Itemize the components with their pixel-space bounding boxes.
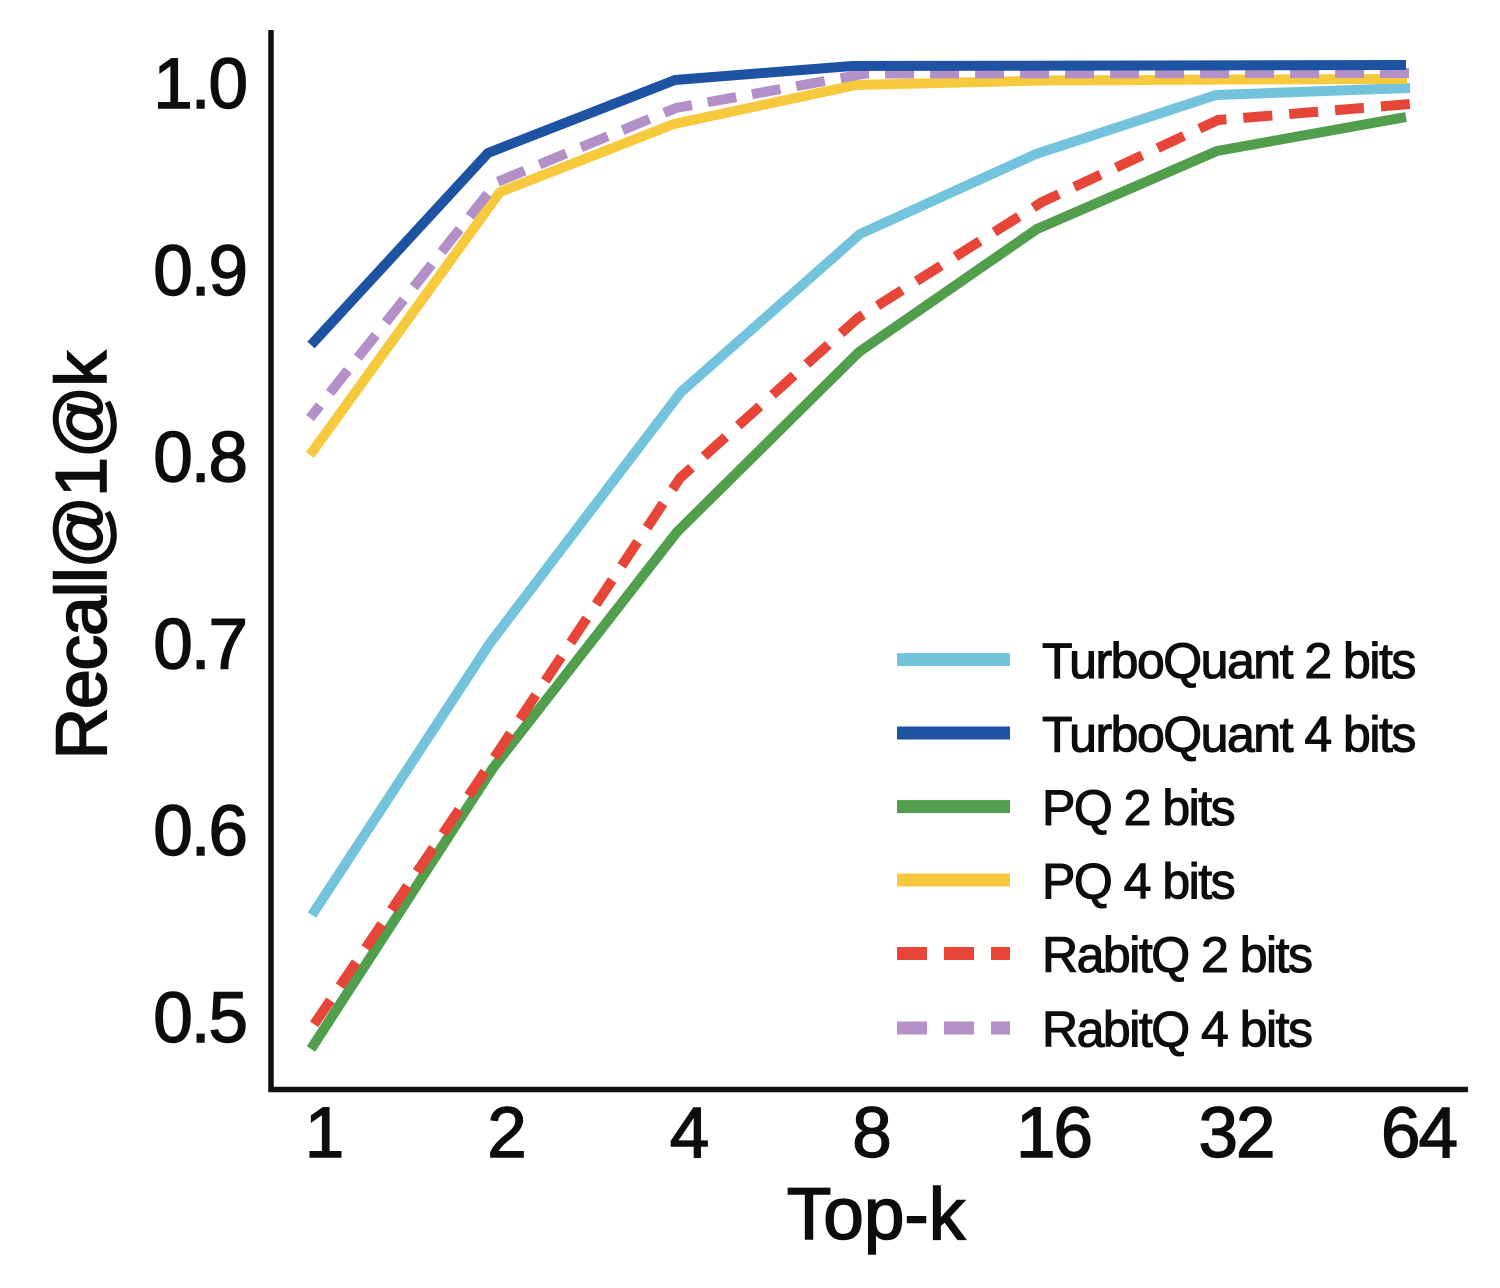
- svg-text:64: 64: [1381, 1094, 1456, 1173]
- svg-text:32: 32: [1199, 1094, 1274, 1173]
- svg-text:TurboQuant 4 bits: TurboQuant 4 bits: [1042, 706, 1415, 762]
- svg-text:16: 16: [1016, 1094, 1091, 1173]
- svg-text:TurboQuant 2 bits: TurboQuant 2 bits: [1042, 633, 1415, 689]
- svg-text:0.5: 0.5: [153, 979, 246, 1058]
- svg-text:4: 4: [670, 1094, 708, 1173]
- svg-text:0.9: 0.9: [153, 232, 246, 311]
- svg-text:PQ 4 bits: PQ 4 bits: [1042, 853, 1235, 909]
- svg-text:0.8: 0.8: [153, 419, 246, 498]
- svg-text:Top-k: Top-k: [787, 1174, 966, 1255]
- svg-text:0.7: 0.7: [153, 605, 246, 684]
- svg-text:2: 2: [487, 1094, 525, 1173]
- svg-text:1.0: 1.0: [153, 45, 246, 124]
- svg-text:RabitQ 4 bits: RabitQ 4 bits: [1042, 1001, 1312, 1057]
- svg-text:Recall@1@k: Recall@1@k: [42, 350, 122, 760]
- svg-text:0.6: 0.6: [153, 792, 246, 871]
- svg-text:1: 1: [305, 1094, 343, 1173]
- svg-text:RabitQ 2 bits: RabitQ 2 bits: [1042, 927, 1312, 983]
- svg-text:8: 8: [852, 1094, 890, 1173]
- svg-text:PQ 2 bits: PQ 2 bits: [1042, 780, 1235, 836]
